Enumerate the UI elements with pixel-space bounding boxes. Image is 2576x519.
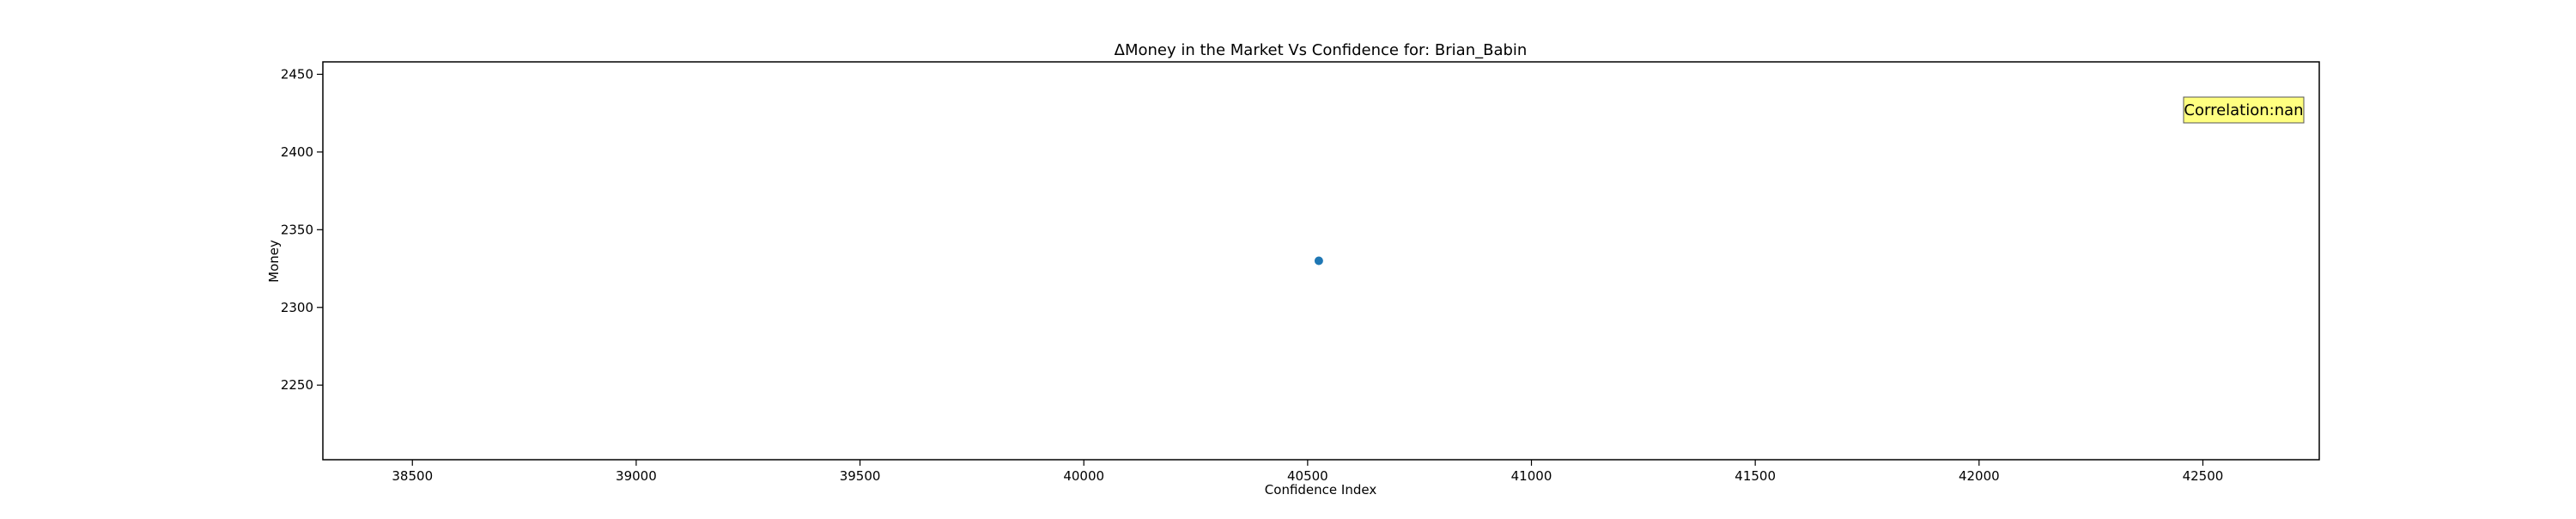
x-tick-label: 40000 (1063, 468, 1104, 484)
x-tick-label: 41000 (1511, 468, 1552, 484)
x-tick-label: 41500 (1735, 468, 1776, 484)
y-tick-label: 2400 (281, 144, 313, 160)
y-tick-label: 2250 (281, 377, 313, 393)
x-tick-label: 42500 (2183, 468, 2224, 484)
correlation-annotation: Correlation:nan (2184, 97, 2304, 123)
y-tick-label: 2300 (281, 300, 313, 315)
x-tick-label: 39000 (616, 468, 657, 484)
x-axis-title: Confidence Index (1265, 482, 1377, 498)
data-point (1315, 257, 1323, 266)
x-tick-label: 42000 (1959, 468, 2000, 484)
correlation-annotation-text: Correlation:nan (2184, 101, 2303, 119)
x-axis: 38500 39000 39500 40000 40500 41000 41500 42000… (392, 460, 2223, 484)
y-axis: 2250 2300 2350 2400 2450 (281, 66, 323, 393)
y-tick-label: 2350 (281, 222, 313, 237)
data-points (1315, 257, 1323, 266)
y-tick-label: 2450 (281, 66, 313, 82)
chart-title: ΔMoney in the Market Vs Confidence for: … (1115, 41, 1528, 59)
x-tick-label: 38500 (392, 468, 433, 484)
y-axis-title: Money (266, 240, 282, 283)
x-tick-label: 39500 (840, 468, 881, 484)
